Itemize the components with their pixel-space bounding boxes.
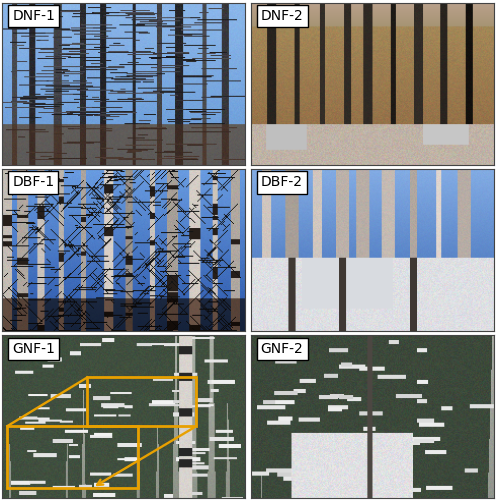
Text: GNF-1: GNF-1 bbox=[12, 342, 55, 355]
Text: DBF-1: DBF-1 bbox=[12, 176, 54, 190]
Text: GNF-2: GNF-2 bbox=[261, 342, 304, 355]
Text: DBF-2: DBF-2 bbox=[261, 176, 303, 190]
Text: DNF-1: DNF-1 bbox=[12, 9, 55, 23]
Bar bbox=[7, 426, 138, 488]
Bar bbox=[87, 378, 196, 426]
Text: DNF-2: DNF-2 bbox=[261, 9, 304, 23]
